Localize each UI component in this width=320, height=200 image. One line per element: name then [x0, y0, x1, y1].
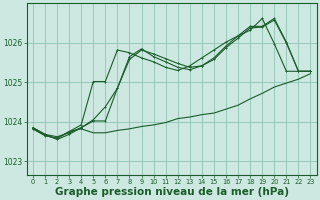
X-axis label: Graphe pression niveau de la mer (hPa): Graphe pression niveau de la mer (hPa): [55, 187, 289, 197]
